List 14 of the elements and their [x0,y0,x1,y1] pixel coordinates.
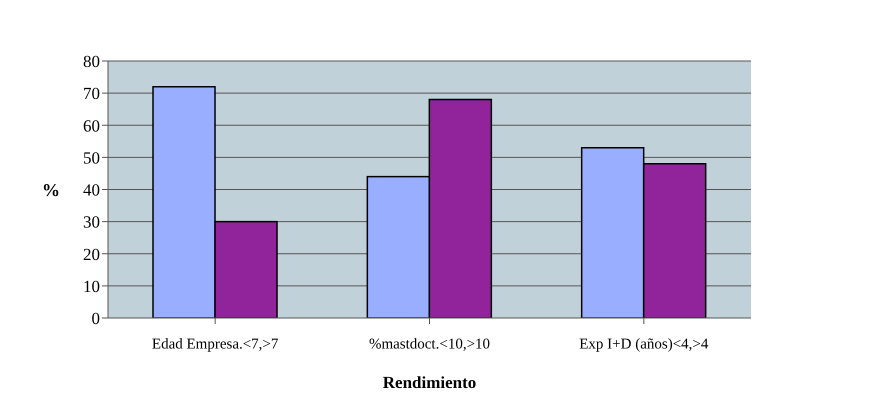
y-tick-label: 30 [83,212,100,232]
y-tick-label: 10 [83,276,100,296]
x-tick-label: Exp I+D (años)<4,>4 [579,336,709,353]
y-tick-label: 40 [83,180,100,200]
y-tick-label: 20 [83,244,100,264]
y-tick-label: 70 [83,84,100,104]
y-tick-label: 60 [83,116,100,136]
x-axis-title: Rendimiento [382,373,476,392]
y-tick-label: 80 [83,52,100,72]
y-tick-label: 50 [83,148,100,168]
x-tick-label: Edad Empresa.<7,>7 [152,336,279,353]
y-axis-title: % [42,180,60,200]
y-tick-label: 0 [92,309,100,328]
x-tick-label: %mastdoct.<10,>10 [368,336,490,353]
